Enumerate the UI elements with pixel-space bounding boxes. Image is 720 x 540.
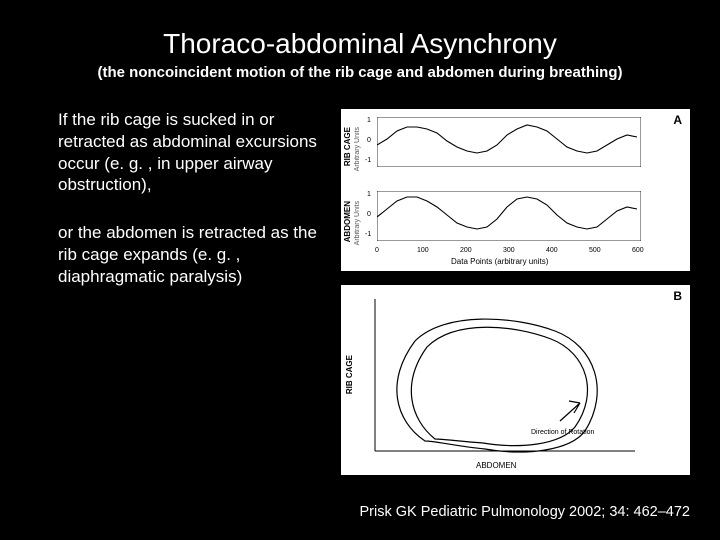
xlabel-a: Data Points (arbitrary units) [451,257,548,266]
figure-panel-b: B RIB CAGE ABDOMEN Direction of Rotation [341,285,690,475]
xtick-a-2: 200 [460,247,472,254]
rib-cage-ylabel: RIB CAGE [343,127,352,166]
rib-cage-ysub: Arbitrary Units [354,127,361,171]
ytick-a-top-1: 0 [367,137,371,144]
xtick-a-4: 400 [546,247,558,254]
xtick-a-3: 300 [503,247,515,254]
abd-trace [377,197,637,229]
figure-column: A RIB CAGE Arbitrary Units ABDOMEN Arbit… [341,109,690,475]
figure-panel-a: A RIB CAGE Arbitrary Units ABDOMEN Arbit… [341,109,690,271]
panel-b-ylabel: RIB CAGE [345,355,354,394]
panel-a-svg [377,117,641,167]
slide-title: Thoraco-abdominal Asynchrony [30,28,690,60]
rotation-arrow [560,401,580,421]
abdomen-ylabel: ABDOMEN [343,201,352,242]
panel-b-svg [365,291,645,459]
ytick-a-bot-0: 1 [367,191,371,198]
ytick-a-bot-2: -1 [365,231,371,238]
ytick-a-top-0: 1 [367,117,371,124]
citation-text: Prisk GK Pediatric Pulmonology 2002; 34:… [360,504,690,520]
panel-a-svg2 [377,191,641,241]
content-row: If the rib cage is sucked in or retracte… [30,109,690,475]
panel-a-letter: A [673,113,682,127]
xtick-a-0: 0 [375,247,379,254]
paragraph-2: or the abdomen is retracted as the rib c… [58,222,325,287]
paragraph-1: If the rib cage is sucked in or retracte… [58,109,325,196]
xtick-a-5: 500 [589,247,601,254]
rib-trace [377,125,637,153]
slide-subtitle: (the noncoincident motion of the rib cag… [30,64,690,81]
loop2 [411,327,587,445]
slide-root: Thoraco-abdominal Asynchrony (the noncoi… [0,0,720,540]
ytick-a-bot-1: 0 [367,211,371,218]
xtick-a-6: 600 [632,247,644,254]
panel-b-xlabel: ABDOMEN [476,461,516,470]
text-column: If the rib cage is sucked in or retracte… [30,109,325,475]
abdomen-ysub: Arbitrary Units [354,201,361,245]
ytick-a-top-2: -1 [365,157,371,164]
panel-b-letter: B [673,289,682,303]
xtick-a-1: 100 [417,247,429,254]
